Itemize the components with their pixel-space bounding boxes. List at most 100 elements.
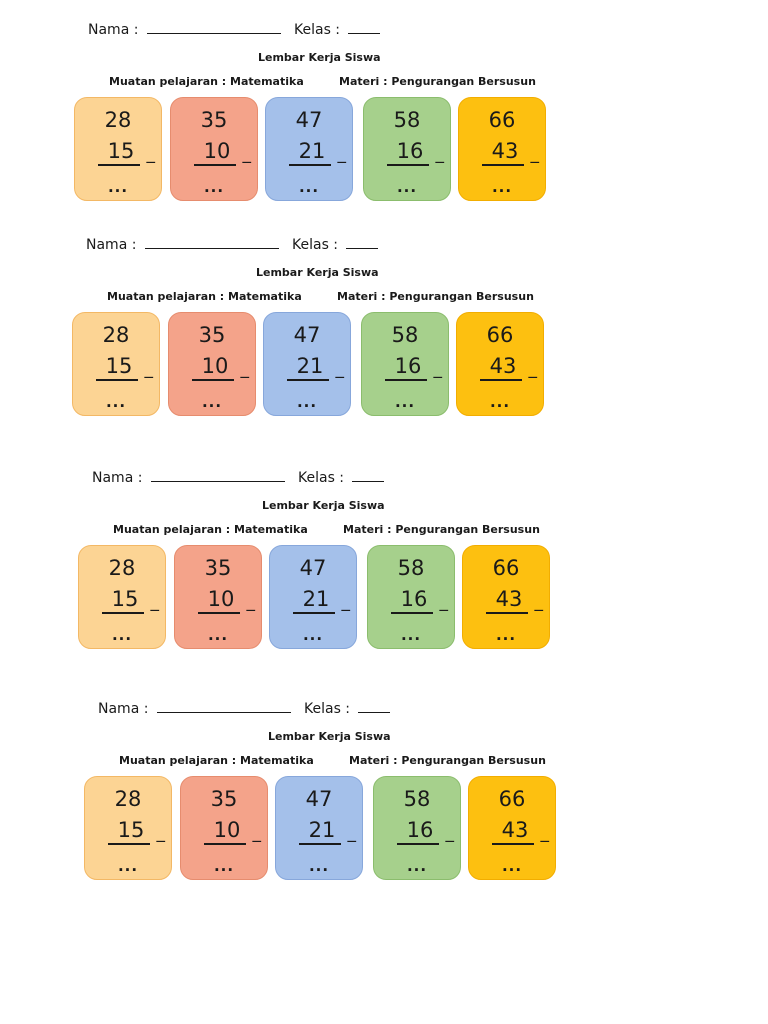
class-field: Kelas : (298, 470, 385, 486)
minus-sign: _ (445, 823, 455, 843)
answer-blank[interactable]: ... (406, 857, 428, 875)
subject-label: Muatan pelajaran : Matematika (113, 523, 308, 536)
name-label: Nama : (86, 237, 137, 253)
answer-blank[interactable]: ... (396, 178, 418, 196)
subtraction-card: 66 43 _ ... (462, 545, 550, 649)
minuend: 66 (498, 787, 526, 811)
subtraction-card: 47 21 _ ... (263, 312, 351, 416)
subtraction-card: 66 43 _ ... (458, 97, 546, 201)
topic-label: Materi : Pengurangan Bersusun (337, 290, 534, 303)
minuend: 35 (204, 556, 232, 580)
answer-blank[interactable]: ... (117, 857, 139, 875)
answer-blank[interactable]: ... (203, 178, 225, 196)
minuend: 35 (198, 323, 226, 347)
subtrahend: 10 (191, 354, 235, 381)
subtrahend: 43 (481, 139, 525, 166)
subtraction-card: 35 10 _ ... (174, 545, 262, 649)
minus-sign: _ (150, 592, 160, 612)
answer-blank[interactable]: ... (105, 393, 127, 411)
minus-sign: _ (439, 592, 449, 612)
topic-label: Materi : Pengurangan Bersusun (349, 754, 546, 767)
subtrahend: 15 (101, 587, 145, 614)
subtrahend: 43 (491, 818, 535, 845)
name-field: Nama : (86, 237, 279, 253)
class-label: Kelas : (292, 237, 339, 253)
subtraction-card: 28 15 _ ... (72, 312, 160, 416)
subtraction-card: 35 10 _ ... (180, 776, 268, 880)
answer-blank[interactable]: ... (489, 393, 511, 411)
answer-blank[interactable]: ... (107, 178, 129, 196)
name-label: Nama : (98, 701, 149, 717)
answer-blank[interactable]: ... (207, 626, 229, 644)
minus-sign: _ (156, 823, 166, 843)
class-blank-line (352, 480, 385, 482)
worksheet-title: Lembar Kerja Siswa (262, 499, 385, 512)
minuend: 47 (305, 787, 333, 811)
minuend: 66 (488, 108, 516, 132)
answer-blank[interactable]: ... (400, 626, 422, 644)
answer-blank[interactable]: ... (201, 393, 223, 411)
subtraction-card: 66 43 _ ... (456, 312, 544, 416)
subtrahend: 16 (396, 818, 440, 845)
subtrahend: 21 (298, 818, 342, 845)
topic-label: Materi : Pengurangan Bersusun (339, 75, 536, 88)
minuend: 47 (295, 108, 323, 132)
subtraction-card: 58 16 _ ... (367, 545, 455, 649)
minuend: 35 (210, 787, 238, 811)
minus-sign: _ (540, 823, 550, 843)
minus-sign: _ (240, 359, 250, 379)
answer-blank[interactable]: ... (394, 393, 416, 411)
name-field: Nama : (98, 701, 291, 717)
answer-blank[interactable]: ... (213, 857, 235, 875)
subtraction-card: 47 21 _ ... (265, 97, 353, 201)
class-label: Kelas : (298, 470, 345, 486)
minus-sign: _ (337, 144, 347, 164)
answer-blank[interactable]: ... (501, 857, 523, 875)
answer-blank[interactable]: ... (495, 626, 517, 644)
subtrahend: 21 (288, 139, 332, 166)
subtrahend: 21 (292, 587, 336, 614)
topic-label: Materi : Pengurangan Bersusun (343, 523, 540, 536)
name-blank-line (150, 480, 285, 482)
minuend: 28 (104, 108, 132, 132)
minus-sign: _ (347, 823, 357, 843)
worksheet-3: Nama : Kelas : Lembar Kerja Siswa Muatan… (78, 470, 598, 670)
subtraction-card: 58 16 _ ... (373, 776, 461, 880)
worksheet-title: Lembar Kerja Siswa (256, 266, 379, 279)
answer-blank[interactable]: ... (111, 626, 133, 644)
minuend: 66 (492, 556, 520, 580)
answer-blank[interactable]: ... (298, 178, 320, 196)
subtraction-card: 58 16 _ ... (363, 97, 451, 201)
minus-sign: _ (534, 592, 544, 612)
class-field: Kelas : (292, 237, 379, 253)
subtraction-card: 47 21 _ ... (275, 776, 363, 880)
subject-label: Muatan pelajaran : Matematika (119, 754, 314, 767)
subtraction-card: 28 15 _ ... (84, 776, 172, 880)
answer-blank[interactable]: ... (491, 178, 513, 196)
answer-blank[interactable]: ... (308, 857, 330, 875)
minus-sign: _ (433, 359, 443, 379)
worksheet-2: Nama : Kelas : Lembar Kerja Siswa Muatan… (72, 237, 592, 437)
subtrahend: 15 (95, 354, 139, 381)
minuend: 66 (486, 323, 514, 347)
subtraction-card: 47 21 _ ... (269, 545, 357, 649)
minuend: 28 (102, 323, 130, 347)
minuend: 28 (108, 556, 136, 580)
minus-sign: _ (246, 592, 256, 612)
minus-sign: _ (146, 144, 156, 164)
answer-blank[interactable]: ... (302, 626, 324, 644)
answer-blank[interactable]: ... (296, 393, 318, 411)
name-blank-line (146, 32, 281, 34)
worksheet-1: Nama : Kelas : Lembar Kerja Siswa Muatan… (74, 22, 594, 222)
minus-sign: _ (530, 144, 540, 164)
subtrahend: 10 (197, 587, 241, 614)
minuend: 28 (114, 787, 142, 811)
subject-label: Muatan pelajaran : Matematika (107, 290, 302, 303)
subtrahend: 15 (107, 818, 151, 845)
class-blank-line (358, 711, 391, 713)
minuend: 58 (391, 323, 419, 347)
subtraction-card: 35 10 _ ... (170, 97, 258, 201)
class-label: Kelas : (294, 22, 341, 38)
class-blank-line (346, 247, 379, 249)
minuend: 35 (200, 108, 228, 132)
